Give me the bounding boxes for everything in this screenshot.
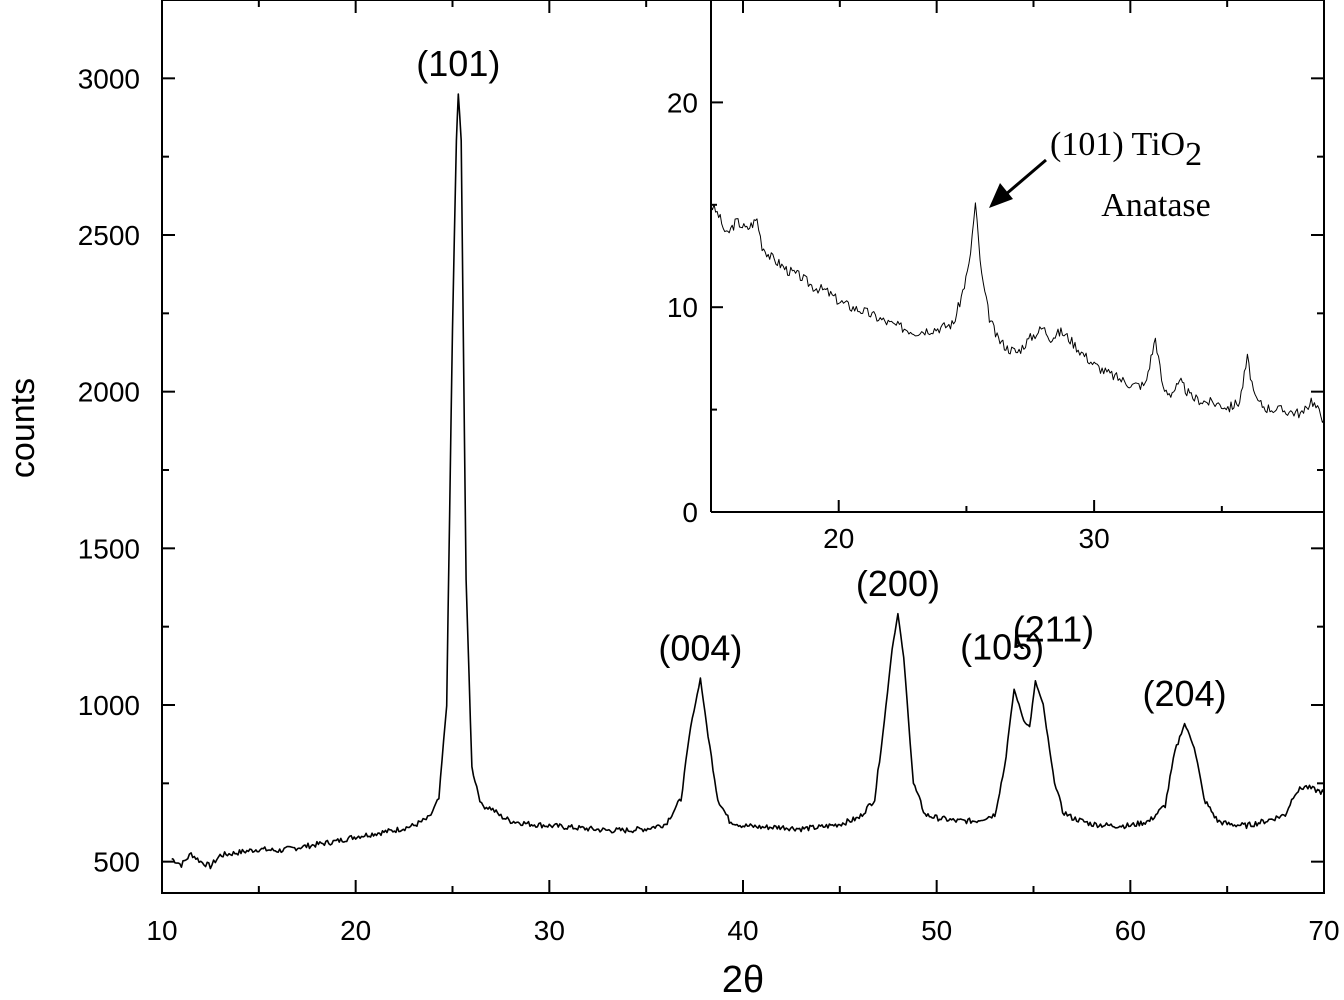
inset-y-tick-label: 0 xyxy=(682,497,698,528)
x-tick-label: 60 xyxy=(1115,915,1146,946)
inset-y-tick-label: 20 xyxy=(667,87,698,118)
x-tick-label: 40 xyxy=(727,915,758,946)
y-tick-label: 500 xyxy=(93,847,140,878)
x-axis-label: 2θ xyxy=(722,959,764,1000)
y-tick-label: 1500 xyxy=(78,533,140,564)
x-tick-label: 50 xyxy=(921,915,952,946)
inset-annotation-text: (101) TiO xyxy=(1050,126,1185,163)
inset-annotation-line2: Anatase xyxy=(1101,187,1211,224)
main-plot-frame xyxy=(161,0,1325,894)
inset-x-tick-label: 20 xyxy=(823,523,854,554)
inset-arrow xyxy=(989,158,1047,208)
y-axis-label: counts xyxy=(4,378,42,478)
inset-annotation-subscript: 2 xyxy=(1185,136,1202,173)
x-tick-label: 70 xyxy=(1308,915,1339,946)
y-tick-label: 2500 xyxy=(78,220,140,251)
peak-label: (105) xyxy=(960,626,1044,667)
y-tick-label: 2000 xyxy=(78,377,140,408)
peak-label: (204) xyxy=(1143,673,1227,714)
peak-label: (211) xyxy=(1013,609,1094,650)
x-tick-label: 20 xyxy=(340,915,371,946)
inset-annotation: (101) TiO2 xyxy=(1050,126,1202,173)
inset-tick-labels: 20 30 0 10 20 xyxy=(667,87,1110,554)
inset-chart: 20 30 0 10 20 (101) TiO2 Anatase xyxy=(667,0,1325,554)
y-tick-label: 1000 xyxy=(78,690,140,721)
inset-axis-ticks xyxy=(710,0,1223,513)
inset-y-tick-label: 10 xyxy=(667,292,698,323)
inset-series-line xyxy=(710,202,1325,423)
x-tick-label: 30 xyxy=(534,915,565,946)
peak-label: (200) xyxy=(856,563,940,604)
main-series-line xyxy=(171,93,1325,870)
peak-label: (004) xyxy=(658,627,742,668)
y-tick-label: 3000 xyxy=(78,63,140,94)
inset-x-tick-label: 30 xyxy=(1079,523,1110,554)
x-tick-label: 10 xyxy=(146,915,177,946)
main-peak-labels: (101) (004) (200) (105)(211) (204) xyxy=(416,43,1226,714)
peak-label: (101) xyxy=(416,43,500,84)
